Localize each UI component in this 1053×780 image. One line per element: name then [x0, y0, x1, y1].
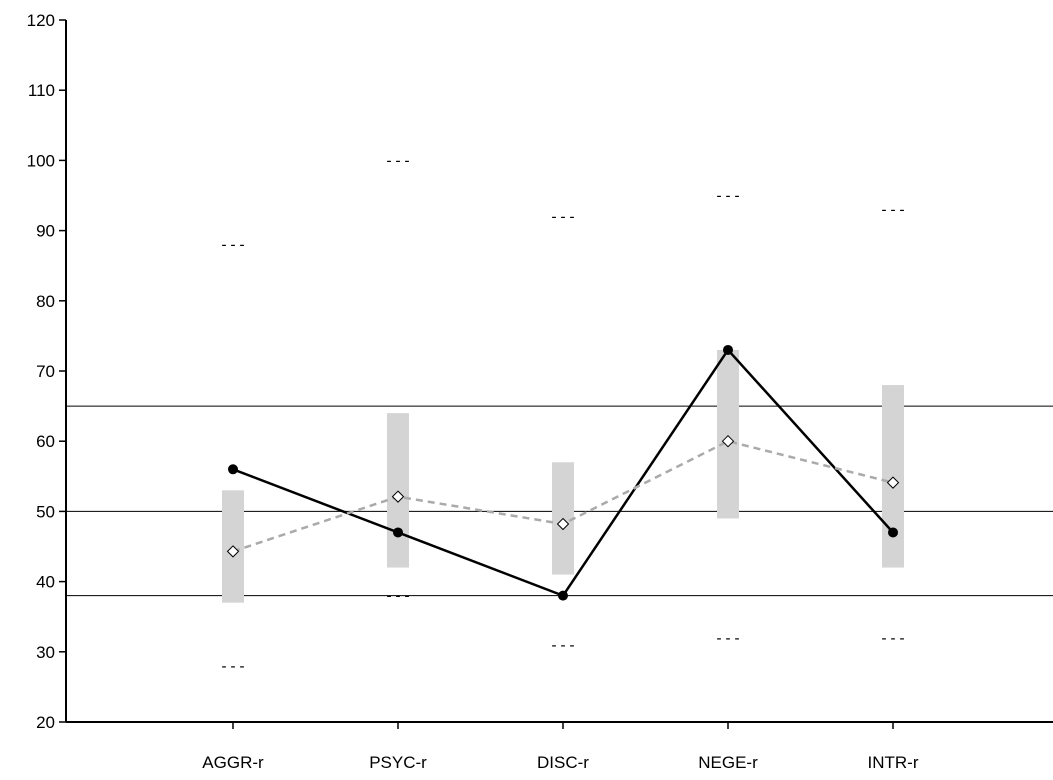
data-point-circle	[393, 527, 403, 538]
range-band	[717, 349, 739, 519]
data-point-diamond	[886, 476, 900, 489]
range-mark-low: ---	[219, 657, 246, 675]
range-mark-low: ---	[879, 629, 906, 647]
y-tick-label: 100	[27, 151, 55, 170]
range-mark-high: ---	[384, 151, 411, 169]
series	[226, 344, 900, 601]
data-point-circle	[228, 464, 238, 475]
data-point-diamond	[556, 517, 570, 531]
axes: 20 30 40 50 60 70 80 90 100 110 120 AGGR-r PSYC-r DIS…	[27, 11, 1053, 772]
range-mark-high: ---	[549, 208, 576, 226]
x-tick-label: NEGE-r	[698, 753, 758, 772]
y-tick-label: 110	[28, 81, 55, 100]
y-tick-label: 120	[27, 11, 55, 30]
range-mark-high: ---	[219, 236, 246, 254]
y-tick-label: 50	[36, 502, 55, 521]
data-point-circle	[723, 344, 733, 355]
range-band	[387, 413, 409, 568]
range-mark-low: ---	[549, 636, 576, 654]
y-tick-label: 40	[36, 573, 55, 592]
range-mark-low: ---	[384, 587, 411, 605]
y-tick-label: 30	[36, 643, 55, 662]
y-tick-label: 80	[36, 292, 55, 311]
y-tick-label: 70	[36, 362, 55, 381]
x-tick-label: DISC-r	[537, 753, 589, 772]
data-point-diamond	[391, 490, 405, 503]
range-marks: --- --- --- --- --- --- --- --- --- ---	[219, 151, 906, 674]
range-band	[882, 385, 904, 568]
range-mark-low: ---	[714, 629, 741, 647]
data-point-circle	[558, 590, 568, 601]
range-mark-high: ---	[879, 201, 906, 219]
x-tick-label: PSYC-r	[369, 753, 427, 772]
y-tick-label: 90	[36, 222, 55, 241]
data-point-diamond	[721, 434, 735, 448]
y-tick-label: 60	[36, 432, 55, 451]
data-point-diamond	[226, 545, 240, 558]
x-tick-label: AGGR-r	[202, 753, 264, 772]
y-tick-label: 20	[36, 713, 55, 732]
range-mark-high: ---	[714, 187, 741, 205]
data-point-circle	[888, 527, 898, 538]
bands	[222, 349, 904, 603]
x-tick-label: INTR-r	[868, 753, 919, 772]
